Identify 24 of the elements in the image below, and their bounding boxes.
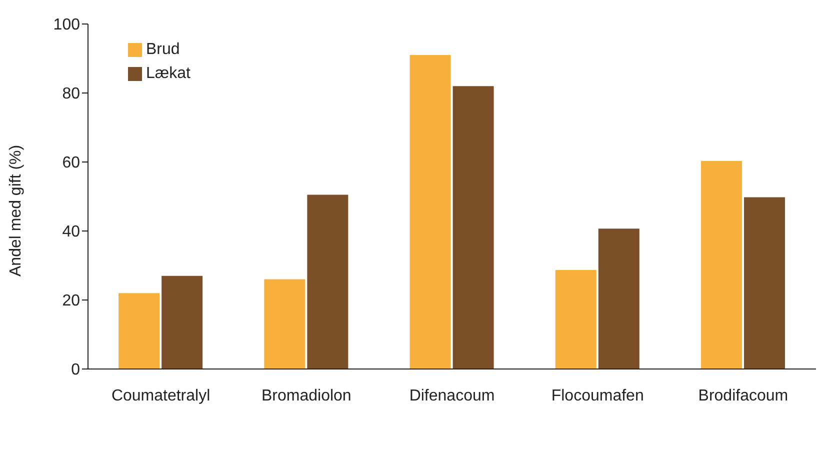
y-tick-label: 20 <box>62 292 80 310</box>
bar <box>162 276 203 369</box>
x-tick-label: Flocoumafen <box>551 387 644 404</box>
bar <box>307 194 348 369</box>
y-tick-label: 80 <box>62 86 80 103</box>
y-axis-title: Andel med gift (%) <box>8 144 25 276</box>
y-tick-label: 40 <box>62 224 80 241</box>
bar <box>410 55 451 369</box>
bar <box>555 270 596 369</box>
bar <box>700 160 742 369</box>
x-tick-label: Bromadiolon <box>261 387 352 404</box>
x-tick-label: Brodifacoum <box>698 387 788 404</box>
y-tick-label: 60 <box>62 154 80 172</box>
bar <box>598 228 640 369</box>
y-tick-label: 0 <box>71 362 80 379</box>
bar <box>744 197 785 369</box>
bar <box>452 86 494 369</box>
x-tick-label: Coumatetralyl <box>111 387 210 404</box>
legend-label: Lækat <box>146 65 190 82</box>
y-tick-label: 100 <box>53 16 80 34</box>
x-tick-label: Difenacoum <box>409 387 495 404</box>
bar <box>118 293 160 369</box>
bar <box>264 279 306 369</box>
legend-label: Brud <box>146 41 180 58</box>
